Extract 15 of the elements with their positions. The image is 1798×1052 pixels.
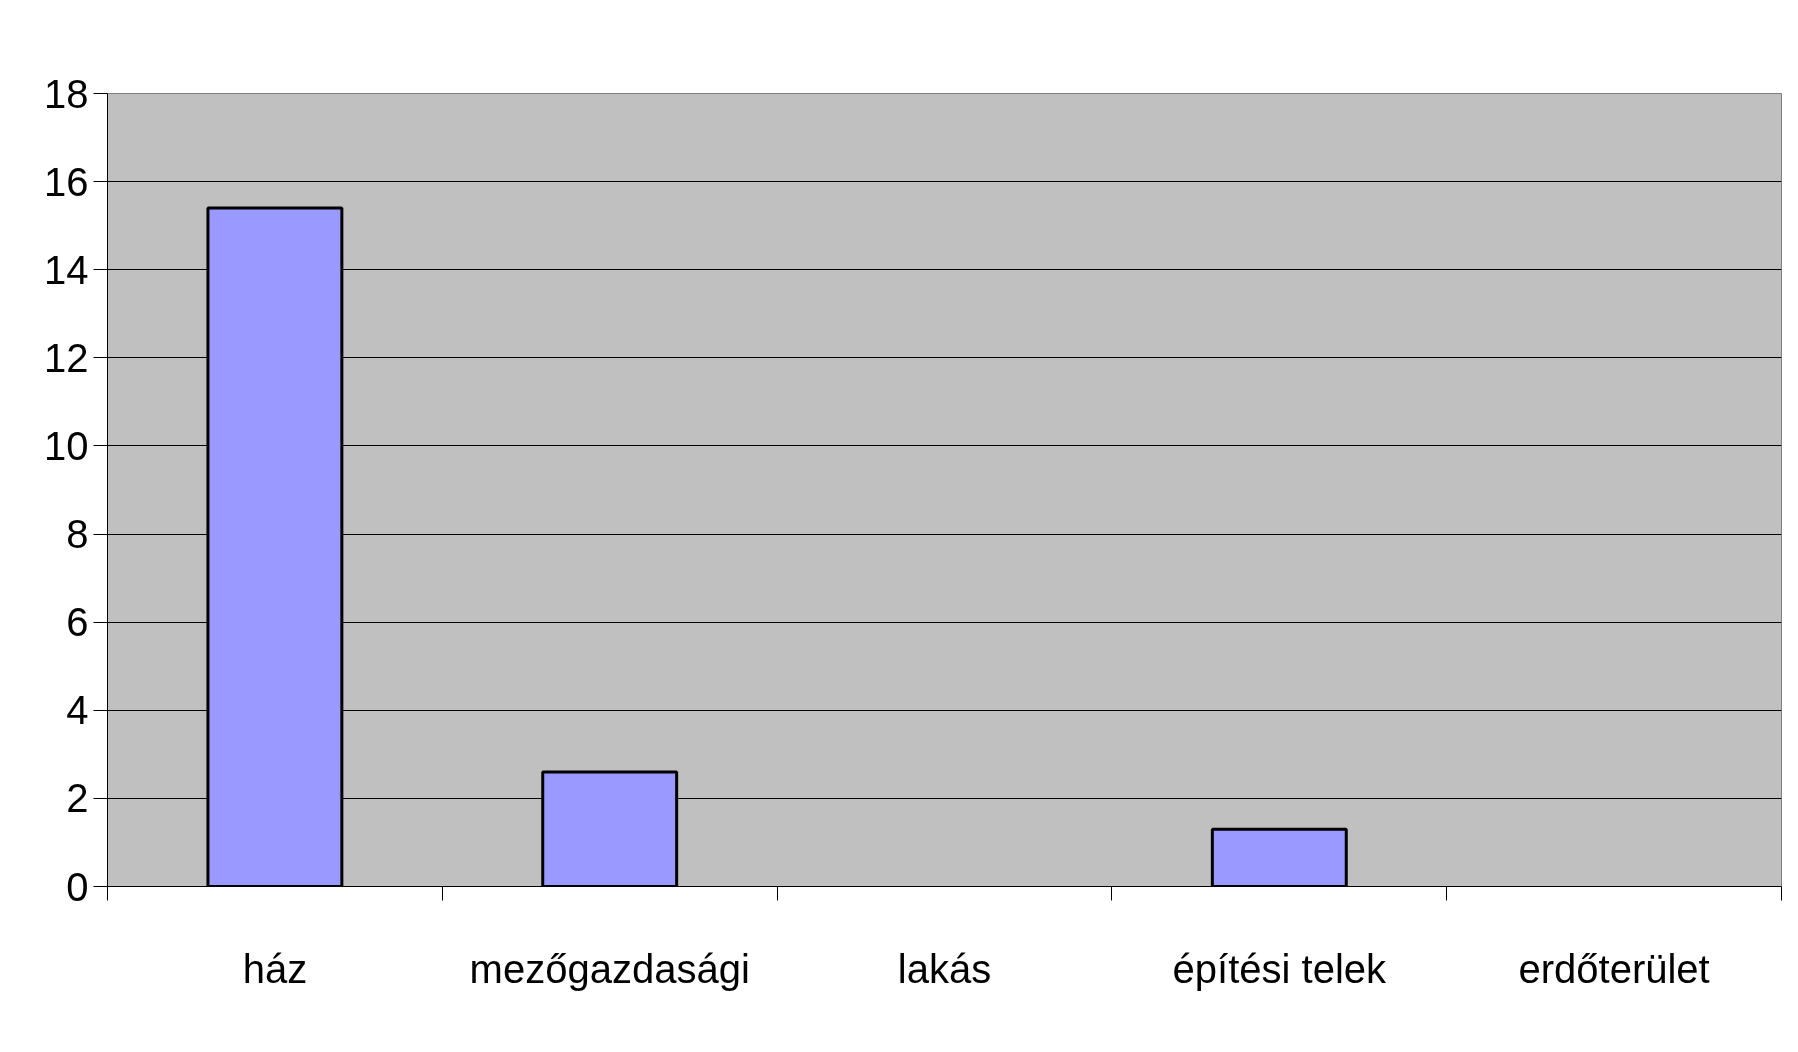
x-tick-label: építési telek [1172,946,1388,991]
x-tick-label: lakás [897,946,992,991]
y-tick-label: 10 [44,423,89,468]
y-tick-label: 12 [44,335,89,380]
y-tick-label: 0 [66,864,89,909]
y-tick-label: 16 [44,159,89,204]
y-tick-label: 4 [66,688,89,733]
x-tick-label: mezőgazdasági [469,946,750,991]
y-tick-label: 18 [44,71,89,116]
y-tick-label: 6 [66,600,89,645]
x-tick-label: ház [242,946,308,991]
y-tick-label: 8 [66,512,89,557]
y-tick-label: 14 [44,247,89,292]
y-tick-label: 2 [66,776,89,821]
x-tick-label: erdőterület [1518,946,1710,991]
